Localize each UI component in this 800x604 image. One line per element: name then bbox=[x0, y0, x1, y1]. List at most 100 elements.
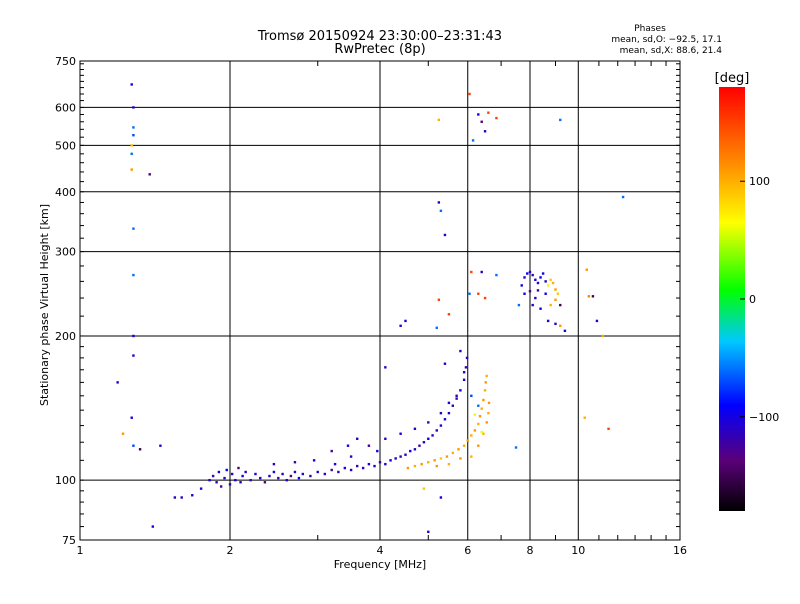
data-point bbox=[225, 468, 228, 472]
colorbar-tick-label: 0 bbox=[749, 293, 756, 306]
data-point bbox=[585, 268, 588, 271]
data-point bbox=[439, 424, 443, 427]
data-point bbox=[349, 468, 353, 472]
data-point bbox=[439, 209, 443, 213]
data-point bbox=[483, 389, 487, 392]
data-point bbox=[215, 481, 218, 484]
data-point bbox=[523, 292, 526, 295]
data-point bbox=[464, 366, 468, 369]
y-axis-label: Stationary phase Virtual Height [km] bbox=[38, 204, 51, 406]
x-tick-label: 2 bbox=[227, 544, 234, 557]
y-tick-label: 400 bbox=[55, 186, 76, 199]
data-point bbox=[130, 83, 133, 86]
data-point bbox=[323, 472, 327, 476]
data-point bbox=[480, 430, 483, 434]
data-point bbox=[228, 483, 232, 486]
data-point bbox=[422, 441, 426, 444]
data-point bbox=[621, 195, 625, 199]
data-point bbox=[309, 474, 312, 478]
data-point bbox=[447, 401, 451, 405]
data-point bbox=[462, 378, 466, 381]
data-point bbox=[536, 281, 540, 285]
data-point bbox=[439, 457, 443, 460]
data-point bbox=[534, 296, 537, 300]
data-point bbox=[239, 481, 242, 484]
data-point bbox=[132, 444, 135, 447]
data-point bbox=[132, 227, 135, 230]
data-point bbox=[349, 455, 353, 458]
data-point bbox=[301, 472, 305, 476]
data-point bbox=[435, 429, 438, 432]
data-point bbox=[355, 437, 359, 440]
data-point bbox=[293, 470, 297, 474]
data-point bbox=[495, 116, 498, 120]
grid-lines bbox=[80, 61, 680, 540]
data-point bbox=[591, 295, 595, 298]
data-point bbox=[462, 444, 466, 447]
data-point bbox=[601, 334, 605, 338]
data-point bbox=[427, 461, 430, 464]
colorbar-ticks: 100 0 −100 bbox=[740, 175, 779, 424]
data-point bbox=[234, 478, 237, 482]
data-point bbox=[559, 118, 562, 122]
data-point bbox=[237, 466, 240, 470]
data-point bbox=[384, 462, 387, 466]
data-point bbox=[132, 126, 135, 129]
data-point bbox=[130, 152, 133, 156]
data-point bbox=[422, 487, 426, 490]
data-point bbox=[447, 411, 451, 415]
data-point bbox=[473, 429, 477, 432]
x-tick-label: 6 bbox=[464, 544, 471, 557]
x-tick-label: 16 bbox=[673, 544, 687, 557]
data-point bbox=[485, 421, 488, 424]
data-point bbox=[528, 290, 532, 293]
data-point bbox=[289, 474, 293, 478]
data-point bbox=[361, 466, 365, 470]
data-point bbox=[482, 432, 485, 435]
data-point bbox=[199, 487, 203, 490]
data-point bbox=[355, 464, 359, 468]
x-tick-label: 1 bbox=[77, 544, 84, 557]
data-point bbox=[447, 313, 451, 316]
data-point bbox=[549, 303, 552, 307]
data-point bbox=[399, 455, 402, 458]
data-point bbox=[159, 444, 162, 447]
data-point bbox=[551, 281, 555, 285]
data-point bbox=[470, 434, 473, 437]
data-point bbox=[427, 530, 430, 534]
data-point bbox=[546, 284, 550, 287]
data-point bbox=[384, 366, 387, 369]
data-point bbox=[459, 389, 462, 392]
data-point bbox=[208, 478, 211, 482]
x-tick-label: 4 bbox=[377, 544, 384, 557]
data-point bbox=[373, 464, 376, 468]
data-point bbox=[413, 448, 417, 451]
data-point bbox=[437, 298, 441, 301]
phase-heading: Phases bbox=[634, 24, 666, 34]
data-point bbox=[484, 381, 487, 384]
data-point bbox=[337, 470, 340, 474]
data-point bbox=[259, 476, 262, 480]
data-point bbox=[544, 280, 547, 283]
data-point bbox=[254, 472, 257, 476]
data-point bbox=[399, 324, 402, 328]
data-point bbox=[451, 404, 455, 407]
data-point bbox=[473, 413, 477, 416]
data-point bbox=[384, 437, 387, 440]
chart-subtitle: RwPretec (8p) bbox=[334, 42, 425, 57]
data-point bbox=[531, 303, 534, 307]
data-point bbox=[151, 525, 155, 528]
plot-frame bbox=[79, 60, 681, 541]
data-point bbox=[455, 397, 458, 400]
data-point bbox=[272, 462, 276, 466]
data-point bbox=[459, 457, 462, 460]
data-point bbox=[477, 404, 480, 407]
data-point bbox=[330, 468, 333, 472]
data-point bbox=[435, 326, 438, 330]
data-point bbox=[439, 496, 443, 499]
data-point bbox=[293, 461, 297, 464]
data-point bbox=[230, 472, 234, 476]
data-point bbox=[457, 448, 460, 451]
data-point bbox=[404, 319, 407, 323]
data-point bbox=[482, 398, 485, 402]
